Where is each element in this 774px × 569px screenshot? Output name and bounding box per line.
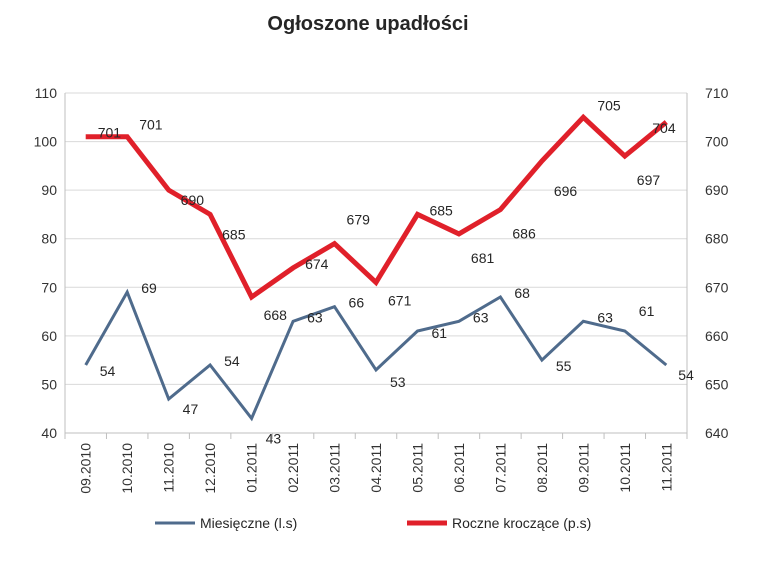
x-axis-ticks: 09.2010 10.2010 11.2010 12.2010 01.2011 02.20… <box>78 443 675 494</box>
left-tick-label: 40 <box>41 425 57 441</box>
legend-label-rolling: Roczne kroczące (p.s) <box>452 515 591 531</box>
rolling-data-label: 674 <box>305 256 329 272</box>
monthly-data-label: 63 <box>473 309 489 325</box>
rolling-data-label: 685 <box>222 226 246 242</box>
rolling-data-label: 704 <box>652 120 676 136</box>
chart-title: Ogłoszone upadłości <box>267 13 468 35</box>
x-tick-label: 08.2011 <box>534 443 550 493</box>
rolling-data-label: 690 <box>181 192 205 208</box>
monthly-data-label: 61 <box>639 303 655 319</box>
right-tick-label: 700 <box>705 134 729 150</box>
monthly-data-label: 54 <box>678 367 694 383</box>
rolling-data-label: 686 <box>512 226 536 242</box>
legend: Miesięczne (l.s) Roczne kroczące (p.s) <box>155 515 591 531</box>
x-tick-label: 11.2011 <box>658 443 674 492</box>
rolling-data-label: 701 <box>98 125 122 141</box>
left-tick-label: 90 <box>41 182 57 198</box>
monthly-data-label: 61 <box>431 325 447 341</box>
rolling-data-label: 668 <box>264 307 288 323</box>
x-tick-label: 09.2011 <box>575 443 591 493</box>
right-tick-label: 640 <box>705 425 729 441</box>
left-tick-label: 50 <box>41 376 57 392</box>
right-tick-label: 650 <box>705 376 729 392</box>
data-labels: 54 69 47 54 43 63 66 53 61 63 68 55 63 61 54 701 701 690 6… <box>98 97 694 446</box>
x-tick-label: 02.2011 <box>285 443 301 493</box>
x-tick-label: 01.2011 <box>244 443 260 493</box>
x-tick-label: 12.2010 <box>202 443 218 494</box>
x-tick-label: 04.2011 <box>368 443 384 493</box>
right-tick-label: 690 <box>705 182 729 198</box>
rolling-data-label: 705 <box>597 97 621 113</box>
left-tick-label: 80 <box>41 231 57 247</box>
legend-label-monthly: Miesięczne (l.s) <box>200 515 297 531</box>
x-tick-label: 07.2011 <box>492 443 508 493</box>
monthly-data-label: 43 <box>266 430 282 446</box>
monthly-data-label: 47 <box>183 401 199 417</box>
x-tick-label: 03.2011 <box>327 443 343 493</box>
rolling-data-label: 681 <box>471 250 495 266</box>
rolling-data-label: 671 <box>388 292 412 308</box>
monthly-data-label: 54 <box>100 363 116 379</box>
rolling-data-label: 701 <box>139 117 163 133</box>
right-tick-label: 670 <box>705 279 729 295</box>
monthly-data-label: 54 <box>224 353 240 369</box>
left-tick-label: 60 <box>41 328 57 344</box>
left-tick-label: 110 <box>35 85 58 101</box>
rolling-data-label: 697 <box>637 172 661 188</box>
gridlines <box>65 92 687 434</box>
monthly-data-label: 55 <box>556 358 572 374</box>
left-tick-label: 100 <box>34 134 58 150</box>
series-lines <box>84 113 668 422</box>
x-tick-label: 10.2011 <box>617 443 633 493</box>
rolling-series-line <box>85 113 668 301</box>
monthly-data-label: 63 <box>307 309 323 325</box>
x-tick-label: 11.2010 <box>161 443 177 493</box>
left-tick-label: 70 <box>41 279 57 295</box>
left-axis-ticks: 40 50 60 70 80 90 100 110 <box>34 85 58 441</box>
monthly-data-label: 63 <box>597 309 613 325</box>
right-tick-label: 680 <box>705 231 729 247</box>
monthly-data-label: 53 <box>390 374 406 390</box>
x-tick-label: 10.2010 <box>119 443 135 494</box>
right-tick-label: 710 <box>705 85 729 101</box>
rolling-data-label: 685 <box>429 202 453 218</box>
rolling-data-label: 696 <box>554 183 578 199</box>
x-tick-label: 06.2011 <box>451 443 467 493</box>
x-tick-label: 05.2011 <box>409 443 425 493</box>
x-tick-label: 09.2010 <box>78 443 94 494</box>
monthly-series-line <box>84 288 668 422</box>
axes <box>64 93 688 439</box>
right-axis-ticks: 640 650 660 670 680 690 700 710 <box>705 85 729 441</box>
monthly-data-label: 68 <box>514 285 530 301</box>
monthly-data-label: 66 <box>349 295 365 311</box>
rolling-data-label: 679 <box>347 212 371 228</box>
right-tick-label: 660 <box>705 328 729 344</box>
monthly-data-label: 69 <box>141 280 157 296</box>
